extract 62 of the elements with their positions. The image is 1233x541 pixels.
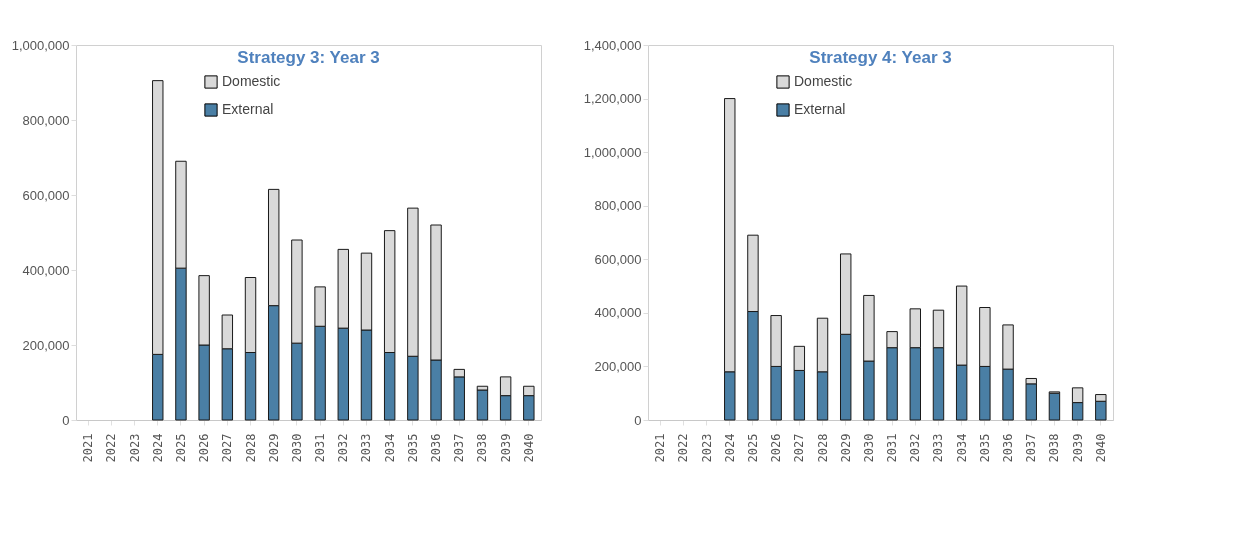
x-tick-label: 2024 <box>722 433 737 463</box>
bar <box>476 389 489 421</box>
x-tick-label: 2023 <box>699 433 714 463</box>
chart-title: Strategy 4: Year 3 <box>809 48 952 67</box>
x-tick-label: 2029 <box>838 433 853 463</box>
y-tick-label: 0 <box>62 412 70 428</box>
y-tick-label: 1,200,000 <box>583 91 642 107</box>
legend-label: External <box>222 101 274 117</box>
x-tick-label: 2027 <box>220 433 235 463</box>
x-tick-label: 2039 <box>498 433 513 463</box>
x-tick-label: 2022 <box>104 433 119 463</box>
x-tick-label: 2030 <box>861 433 876 463</box>
x-tick-label: 2040 <box>1093 433 1108 463</box>
x-tick-label: 2023 <box>127 433 142 463</box>
x-tick-label: 2028 <box>243 433 258 463</box>
x-tick-label: 2035 <box>405 433 420 463</box>
x-tick-label: 2035 <box>977 433 992 463</box>
y-tick-label: 1,400,000 <box>583 37 642 53</box>
x-tick-label: 2025 <box>745 433 760 463</box>
x-tick-label: 2039 <box>1070 433 1085 463</box>
x-tick-label: 2033 <box>931 433 946 463</box>
y-tick-label: 1,000,000 <box>11 37 70 53</box>
y-tick-label: 200,000 <box>594 358 642 374</box>
x-tick-label: 2021 <box>81 433 96 463</box>
y-tick-label: 600,000 <box>22 187 70 203</box>
bar <box>1048 392 1061 421</box>
x-tick-label: 2027 <box>792 433 807 463</box>
legend-label: External <box>794 101 846 117</box>
y-tick-label: 400,000 <box>22 262 70 278</box>
x-tick-label: 2034 <box>954 433 969 463</box>
y-tick-label: 400,000 <box>594 305 642 321</box>
x-tick-label: 2025 <box>173 433 188 463</box>
x-tick-label: 2032 <box>336 433 351 463</box>
chart-title: Strategy 3: Year 3 <box>237 48 380 67</box>
x-tick-label: 2040 <box>521 433 536 463</box>
x-tick-label: 2037 <box>1024 433 1039 463</box>
x-tick-label: 2038 <box>1047 433 1062 463</box>
x-tick-label: 2024 <box>150 433 165 463</box>
x-tick-label: 2026 <box>769 433 784 463</box>
x-tick-label: 2022 <box>676 433 691 463</box>
y-tick-label: 1,000,000 <box>583 144 642 160</box>
x-tick-label: 2029 <box>266 433 281 463</box>
x-tick-label: 2034 <box>382 433 397 463</box>
y-tick-label: 200,000 <box>22 337 70 353</box>
x-tick-label: 2037 <box>452 433 467 463</box>
x-tick-label: 2036 <box>429 433 444 463</box>
x-tick-label: 2031 <box>885 433 900 463</box>
x-tick-label: 2030 <box>289 433 304 463</box>
x-tick-label: 2038 <box>475 433 490 463</box>
x-tick-label: 2031 <box>313 433 328 463</box>
x-tick-label: 2028 <box>815 433 830 463</box>
y-tick-label: 800,000 <box>22 112 70 128</box>
x-tick-label: 2036 <box>1001 433 1016 463</box>
legend-label: Domestic <box>222 73 281 89</box>
y-tick-label: 0 <box>634 412 642 428</box>
x-tick-label: 2021 <box>653 433 668 463</box>
x-tick-label: 2032 <box>908 433 923 463</box>
x-tick-label: 2033 <box>359 433 374 463</box>
y-tick-label: 800,000 <box>594 198 642 214</box>
legend-label: Domestic <box>794 73 853 89</box>
y-tick-label: 600,000 <box>594 251 642 267</box>
x-tick-label: 2026 <box>197 433 212 463</box>
